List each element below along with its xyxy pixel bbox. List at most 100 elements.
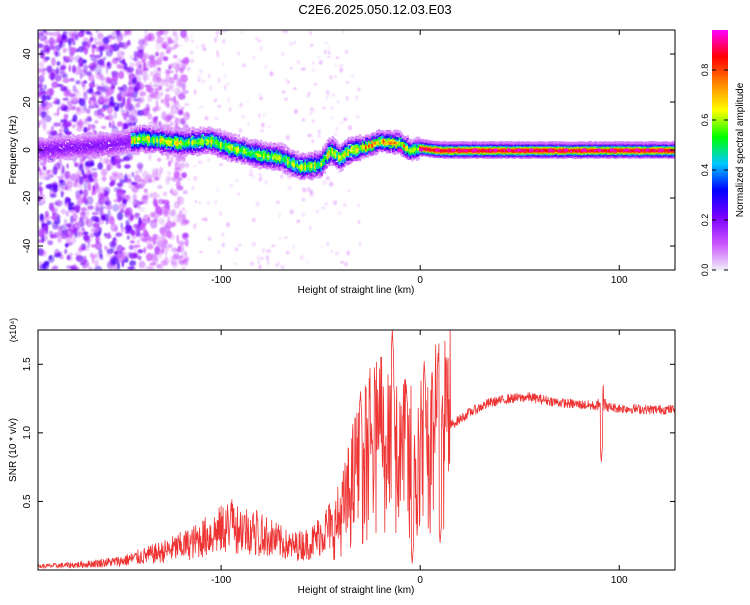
spectrogram-cell bbox=[60, 86, 68, 92]
spectrogram-cell bbox=[86, 88, 94, 94]
spectrogram-cell bbox=[116, 212, 124, 221]
spectrogram-cell bbox=[234, 133, 237, 137]
spectrogram-cell bbox=[41, 99, 49, 107]
spectrogram-cell bbox=[63, 113, 69, 120]
spectrogram-cell bbox=[143, 188, 148, 193]
spectrogram-cell bbox=[105, 141, 108, 145]
spectrogram-cell bbox=[62, 181, 68, 186]
spectrogram-cell bbox=[393, 152, 397, 155]
spectrogram-cell bbox=[78, 231, 84, 237]
spectrogram-cell bbox=[94, 120, 99, 124]
spectrogram-cell bbox=[248, 173, 253, 176]
spectrogram-cell bbox=[94, 66, 103, 75]
spectrogram-cell bbox=[183, 35, 187, 38]
spectrogram-cell bbox=[122, 122, 129, 130]
spectrogram-cell bbox=[120, 42, 128, 50]
spectrogram-cell bbox=[88, 99, 92, 105]
spectrogram-cell bbox=[337, 211, 342, 215]
spectrogram-cell bbox=[178, 177, 182, 181]
spectrogram-cell bbox=[312, 68, 316, 73]
spectrogram-cell bbox=[327, 46, 330, 49]
spectrogram-cell bbox=[324, 202, 328, 206]
spectrogram-cell bbox=[65, 131, 72, 136]
spectrogram-cell bbox=[142, 220, 150, 224]
spectrogram-cell bbox=[51, 126, 54, 130]
spectrogram-cell bbox=[38, 108, 42, 117]
spectrogram-cell bbox=[296, 150, 300, 154]
spectrogram-cell bbox=[38, 120, 43, 125]
spectrogram-cell bbox=[278, 212, 281, 218]
spectrogram-cell bbox=[108, 216, 115, 225]
spectrogram-cell bbox=[329, 75, 333, 80]
spectrogram-cell bbox=[52, 265, 59, 270]
spectrogram-cell bbox=[310, 107, 314, 112]
spectrogram-cell bbox=[84, 166, 90, 171]
spectrogram-cell bbox=[182, 207, 185, 211]
spectrogram-cell bbox=[54, 51, 59, 58]
spectrogram-cell bbox=[216, 50, 219, 56]
spectrogram-cell bbox=[116, 182, 123, 187]
spectrogram-cell bbox=[107, 209, 111, 217]
spectrogram-cell bbox=[207, 236, 212, 241]
spectrogram-cell bbox=[357, 87, 361, 92]
spectrogram-cell bbox=[285, 135, 290, 140]
spectrogram-cell bbox=[83, 126, 88, 133]
spectrogram-cell bbox=[187, 235, 191, 239]
spectrogram-cell bbox=[63, 91, 71, 97]
spectrogram-cell bbox=[79, 191, 84, 196]
spectrogram-cell bbox=[94, 241, 103, 250]
spectrogram-cell bbox=[68, 64, 72, 73]
spectrogram-cell bbox=[150, 60, 156, 64]
spectrogram-cell bbox=[199, 74, 201, 80]
spectrogram-cell bbox=[174, 43, 180, 48]
spectrogram-cell bbox=[87, 265, 91, 270]
spectrogram-cell bbox=[69, 236, 77, 244]
spectrogram-cell bbox=[106, 114, 114, 121]
spectrogram-cell bbox=[184, 252, 188, 255]
spectrogram-cell bbox=[269, 141, 272, 145]
spectrogram-cell bbox=[216, 35, 219, 38]
spectrogram-cell bbox=[186, 66, 191, 72]
spectrogram-cell bbox=[121, 84, 128, 92]
spectrogram-cell bbox=[165, 69, 171, 76]
spectrogram-cell bbox=[221, 242, 225, 248]
spectrogram-cell bbox=[46, 110, 49, 118]
spectrogram-cell bbox=[70, 220, 74, 225]
spectrogram-cell bbox=[246, 100, 249, 104]
spectrogram-cell bbox=[179, 91, 185, 98]
spectrogram-cell bbox=[75, 80, 81, 85]
spectrogram-cell bbox=[156, 77, 162, 82]
spectrogram-cell bbox=[81, 227, 86, 232]
spectrogram-cell bbox=[60, 208, 66, 215]
spectrogram-cell bbox=[88, 173, 93, 181]
spectrogram-cell bbox=[138, 260, 146, 269]
spectrogram-cell bbox=[335, 127, 339, 131]
spectrogram-cell bbox=[86, 127, 91, 131]
spectrogram-cell bbox=[62, 97, 69, 101]
spectrogram-cell bbox=[157, 193, 161, 199]
spectrogram-cell bbox=[145, 265, 152, 270]
spectrogram-cell bbox=[100, 85, 105, 94]
spectrogram-cell bbox=[152, 191, 158, 201]
spectrogram-cell bbox=[307, 187, 311, 192]
spectrogram-cell bbox=[44, 176, 51, 181]
spectrogram-cell bbox=[62, 78, 70, 83]
spectrogram-cell bbox=[126, 195, 132, 203]
spectrogram-cell bbox=[95, 30, 99, 34]
spectrogram-cell bbox=[168, 160, 171, 167]
spectrogram-cell bbox=[70, 96, 78, 102]
spectrogram-cell bbox=[41, 119, 47, 128]
spectrogram-cell bbox=[175, 68, 179, 75]
spectrogram-cell bbox=[40, 49, 46, 55]
spectrogram-cell bbox=[49, 255, 52, 260]
spectrogram-cell bbox=[48, 32, 54, 36]
spectrogram-cell bbox=[43, 44, 50, 53]
spectrogram-cell bbox=[254, 36, 259, 41]
spectrogram-cell bbox=[202, 47, 207, 51]
spectrogram-cell bbox=[113, 187, 119, 193]
spectrogram-cell bbox=[130, 181, 138, 186]
spectrogram-cell bbox=[99, 207, 104, 216]
spectrogram-cell bbox=[226, 82, 230, 86]
spectrogram-cell bbox=[76, 106, 81, 112]
